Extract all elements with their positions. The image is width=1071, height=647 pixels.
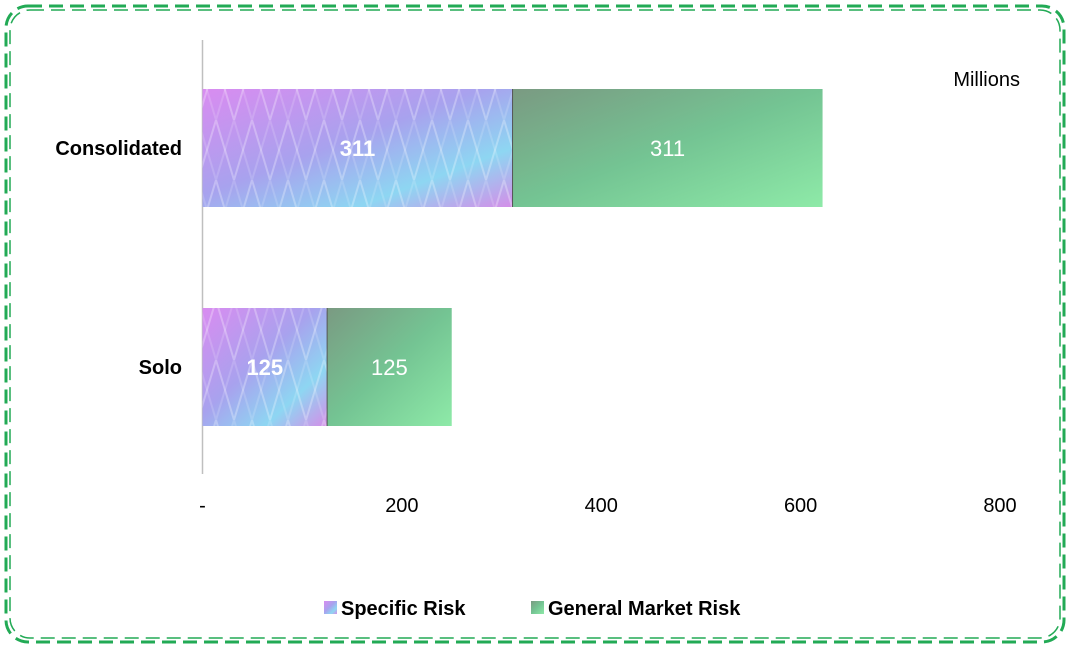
x-tick-label-3: 600: [784, 495, 817, 517]
bar-general-market-risk-consolidated: [512, 89, 823, 207]
bar-texture-solo: [202, 308, 328, 426]
x-tick-label-2: 400: [585, 495, 618, 517]
legend-swatch-general-market-risk: [531, 601, 544, 614]
category-label-consolidated: Consolidated: [55, 138, 182, 160]
category-label-solo: Solo: [139, 357, 182, 379]
legend-label-general-market-risk: General Market Risk: [548, 598, 741, 620]
x-tick-label-1: 200: [385, 495, 418, 517]
data-label-general-market-risk-solo: 125: [371, 355, 408, 380]
bar-texture-consolidated: [202, 89, 513, 207]
legend-label-specific-risk: Specific Risk: [341, 598, 466, 620]
data-label-specific-risk-consolidated: 311: [340, 136, 376, 161]
frame-border-outer: [4, 4, 1066, 644]
x-tick-label-0: -: [199, 495, 206, 517]
x-tick-label-4: 800: [983, 495, 1016, 517]
bar-general-market-risk-solo: [327, 308, 452, 426]
data-label-general-market-risk-consolidated: 311: [650, 136, 685, 161]
unit-label: Millions: [953, 69, 1020, 91]
legend-swatch-specific-risk: [324, 601, 337, 614]
frame-border-inner: [9, 9, 1061, 639]
data-label-specific-risk-solo: 125: [246, 355, 283, 380]
